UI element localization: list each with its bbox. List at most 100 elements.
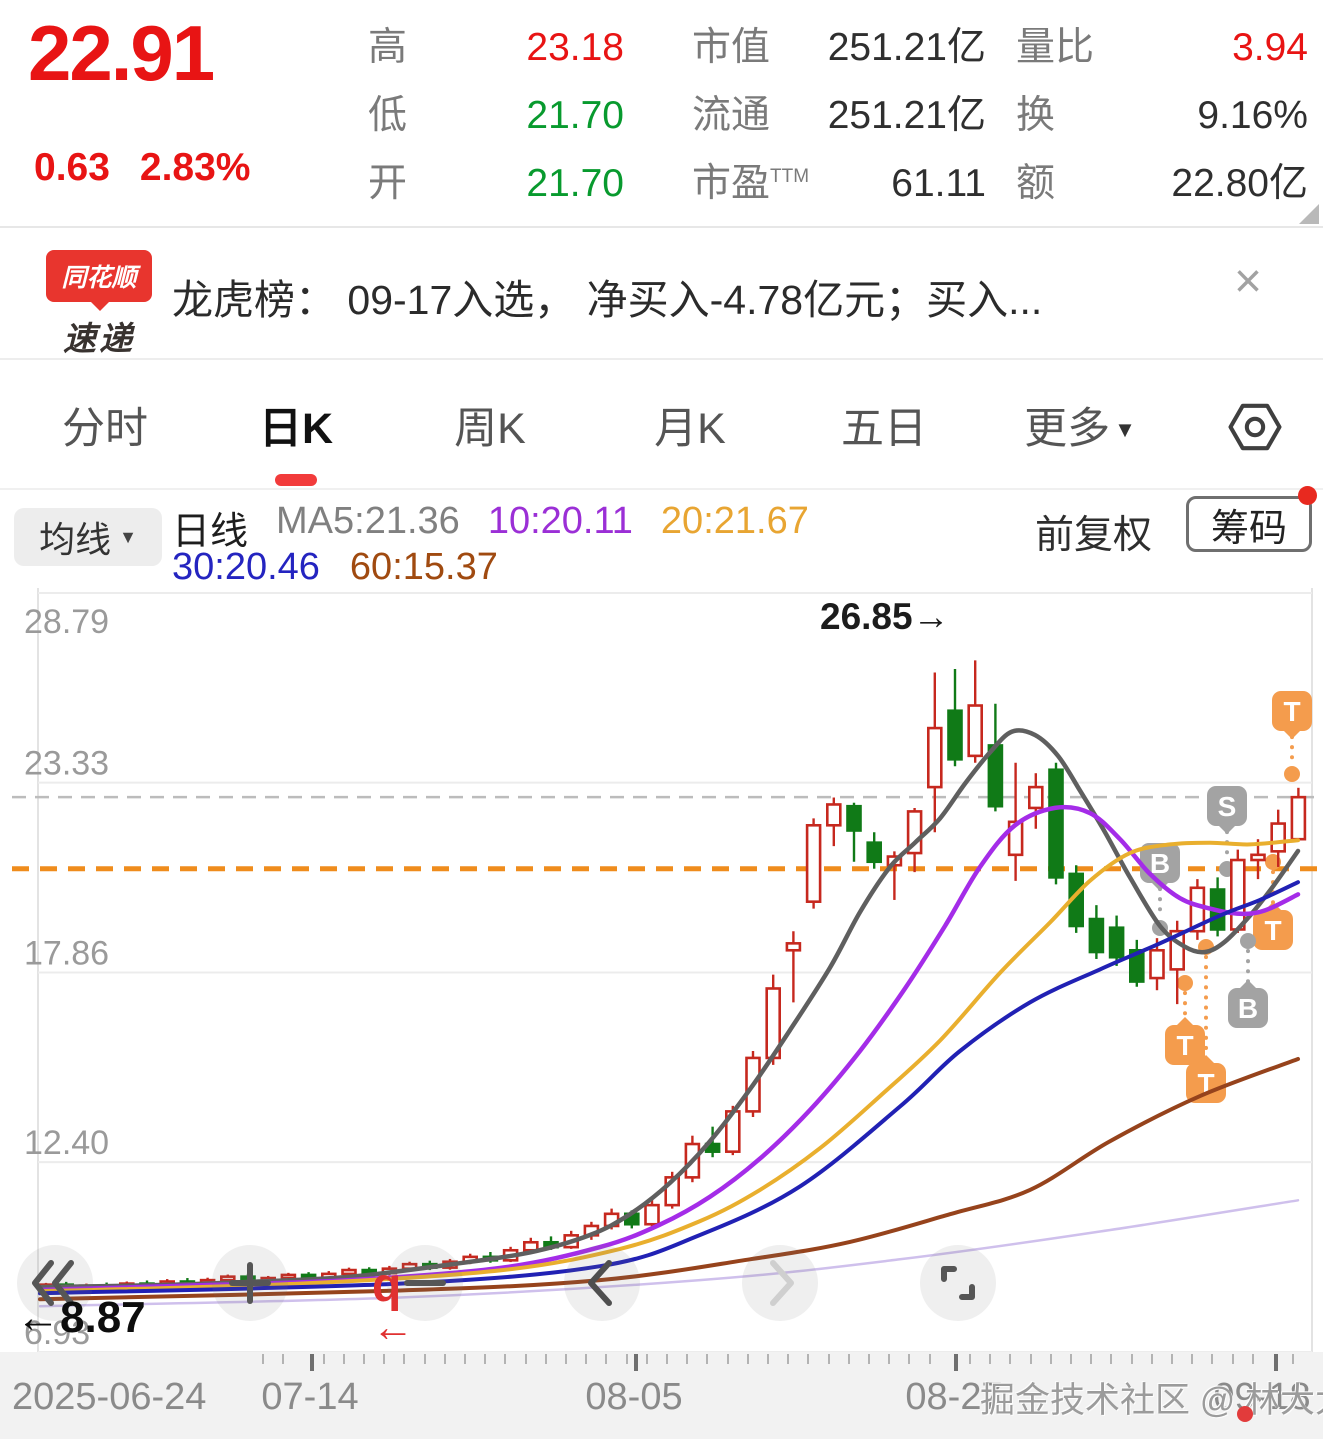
y-axis-label: 6.93 (24, 1314, 90, 1352)
axis-tick (928, 1354, 931, 1364)
axis-tick (746, 1354, 749, 1364)
candle (1290, 795, 1307, 841)
legend-line-1: 日线 MA5:21.36 10:20.11 20:21.67 (172, 500, 809, 555)
axis-tick (969, 1354, 971, 1364)
candle (785, 942, 802, 952)
candle (1189, 886, 1206, 933)
tab-更多[interactable]: 更多 ▼ (1024, 405, 1136, 453)
svg-text:T: T (1283, 696, 1300, 727)
stat-row: 换 9.16% (1016, 84, 1308, 140)
axis-tick (262, 1354, 264, 1364)
stat-label: 流通 (692, 94, 771, 137)
candle (805, 823, 822, 903)
chips-button[interactable]: 筹码 (1186, 496, 1312, 552)
tab-月K[interactable]: 月K (654, 405, 726, 453)
pan-right-button[interactable] (742, 1245, 818, 1321)
stat-row: 市值 251.21亿 (692, 16, 986, 72)
candle (967, 704, 984, 758)
expand-corner-icon[interactable] (1299, 204, 1319, 224)
candle (1129, 948, 1145, 983)
stat-row: 量比 3.94 (1016, 16, 1308, 72)
candle (280, 1273, 297, 1280)
close-icon[interactable]: × (1234, 255, 1263, 308)
rewind-button[interactable] (17, 1245, 93, 1321)
x-axis-label: 07-14 (261, 1376, 359, 1418)
ma-line-MA20 (38, 838, 1300, 1294)
ma10-value: 10:20.11 (487, 500, 633, 542)
pan-left-button[interactable] (564, 1245, 640, 1321)
axis-tick (1070, 1354, 1072, 1364)
stat-label: 额 (1016, 162, 1056, 205)
axis-tick (1090, 1354, 1093, 1364)
axis-tick-major (634, 1354, 638, 1371)
axis-tick (484, 1354, 487, 1364)
x-axis-label: 08-27 (905, 1376, 1003, 1418)
y-axis-label: 17.86 (24, 935, 109, 973)
news-banner[interactable]: 同花顺 速递 龙虎榜： 09-17入选， 净买入-4.78亿元；买入... × (0, 230, 1323, 360)
axis-tick (1009, 1354, 1012, 1364)
x-axis: 2025-06-24 07-14 08-05 08-27 09-18 (0, 1352, 1323, 1439)
axis-tick (666, 1354, 668, 1364)
axis-tick (908, 1354, 911, 1364)
axis-tick-major (310, 1354, 314, 1371)
candle (825, 803, 842, 827)
chart-legend: 均线 ▼ 日线 MA5:21.36 10:20.11 20:21.67 30:2… (0, 486, 1323, 588)
axis-tick (1251, 1354, 1254, 1364)
tab-五日[interactable]: 五日 (841, 405, 927, 453)
axis-tick (847, 1354, 850, 1364)
settings-gear-icon[interactable] (1224, 396, 1286, 458)
axis-tick (1171, 1354, 1173, 1364)
svg-text:T: T (1176, 1030, 1193, 1061)
axis-tick (767, 1354, 769, 1364)
adjust-mode-button[interactable]: 前复权 (1035, 514, 1153, 557)
axis-tick (1049, 1354, 1052, 1364)
zoom-out-button[interactable] (387, 1245, 463, 1321)
axis-tick (868, 1354, 870, 1364)
candle (644, 1203, 660, 1226)
red-dot (1237, 1406, 1253, 1422)
chevron-down-icon: ▼ (1114, 417, 1136, 442)
candle (1149, 948, 1165, 980)
stat-row: 额 22.80亿 (1016, 152, 1308, 208)
axis-tick (787, 1354, 790, 1364)
axis-tick (1150, 1354, 1153, 1364)
stat-row: 低 21.70 (368, 84, 624, 140)
axis-tick (464, 1354, 466, 1364)
stat-row: 流通 251.21亿 (692, 84, 986, 140)
x-axis-label: 2025-06-24 (12, 1376, 207, 1418)
axis-tick (524, 1354, 527, 1364)
candle (220, 1275, 236, 1282)
ma-selector-button[interactable]: 均线 ▼ (14, 508, 162, 566)
axis-tick (1211, 1354, 1214, 1364)
fullscreen-button[interactable] (920, 1245, 996, 1321)
axis-tick (423, 1354, 426, 1364)
axis-tick (827, 1354, 830, 1364)
zoom-in-icon (229, 1262, 271, 1304)
axis-tick (686, 1354, 689, 1364)
chevron-down-icon: ▼ (119, 526, 137, 547)
candle (1028, 785, 1044, 810)
tab-周K[interactable]: 周K (454, 405, 526, 453)
ths-express-logo: 同花顺 速递 (46, 250, 152, 360)
axis-tick (403, 1354, 406, 1364)
banner-headline[interactable]: 龙虎榜： 09-17入选， 净买入-4.78亿元；买入... (172, 277, 1043, 323)
stat-value: 9.16% (1197, 94, 1308, 137)
candle (1108, 926, 1125, 959)
candle (846, 804, 862, 832)
tab-日K[interactable]: 日K (258, 405, 334, 453)
stat-value: 251.21亿 (827, 26, 986, 69)
chevron-right-icon (770, 1260, 794, 1306)
tab-分时[interactable]: 分时 (62, 405, 148, 453)
y-axis-label: 23.33 (24, 745, 109, 783)
axis-tick (1029, 1354, 1032, 1364)
x-axis-label: 09-18 (1213, 1376, 1311, 1418)
zoom-in-button[interactable] (212, 1245, 288, 1321)
axis-tick (282, 1354, 285, 1364)
chevron-left-icon (588, 1260, 612, 1306)
axis-tick (565, 1354, 567, 1364)
candle (926, 726, 943, 789)
axis-tick (1130, 1354, 1133, 1364)
